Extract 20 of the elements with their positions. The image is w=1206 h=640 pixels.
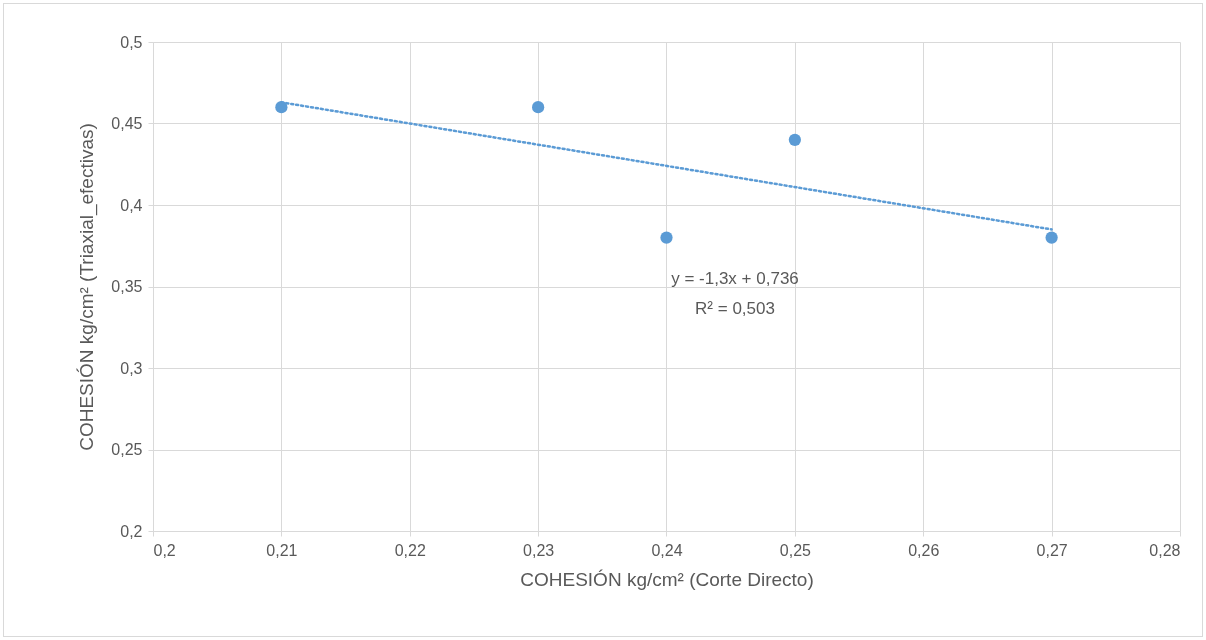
annotation: y = -1,3x + 0,736: [671, 269, 799, 288]
y-tick-label: 0,4: [120, 196, 143, 214]
x-axis-title: COHESIÓN kg/cm² (Corte Directo): [520, 568, 814, 590]
y-tick-label: 0,25: [111, 441, 143, 458]
x-tick-label: 0,24: [651, 541, 683, 559]
annotation: R² = 0,503: [695, 299, 775, 318]
y-tick-label: 0,45: [111, 115, 143, 132]
x-tick-label: 0,22: [394, 541, 426, 559]
x-tick-label: 0,23: [523, 541, 555, 559]
x-tick-label: 0,2: [153, 541, 176, 559]
y-tick-label: 0,2: [120, 522, 143, 540]
x-tick-label: 0,28: [1149, 541, 1181, 559]
y-tick-label: 0,3: [120, 359, 143, 377]
x-tick-label: 0,21: [266, 541, 298, 559]
y-tick-label: 0,35: [111, 278, 143, 295]
x-tick-label: 0,25: [779, 541, 812, 559]
y-axis-title: COHESIÓN kg/cm² (Triaxial_efectivas): [76, 123, 99, 451]
y-tick-label: 0,5: [120, 33, 143, 51]
x-tick-label: 0,27: [1036, 541, 1068, 559]
x-tick-label: 0,26: [908, 541, 940, 559]
